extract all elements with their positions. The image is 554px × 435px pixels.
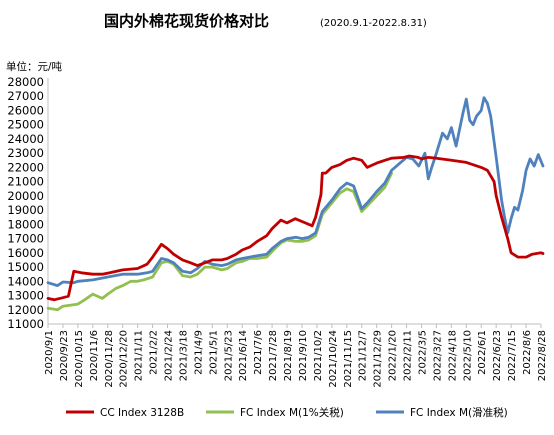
- x-tick-label: 2022/6/1: [477, 330, 488, 375]
- x-tick-label: 2022/1/20: [388, 330, 399, 381]
- series-layer: [46, 96, 545, 312]
- y-tick-label: 19000: [7, 203, 44, 217]
- x-tick-label: 2020/11/28: [104, 330, 115, 388]
- series-line-3: [46, 96, 545, 288]
- y-tick-label: 22000: [7, 160, 44, 174]
- x-tick-label: 2021/12/7: [358, 330, 369, 381]
- x-tick-label: 2020/12/20: [119, 330, 130, 388]
- y-tick-label: 14000: [7, 274, 44, 288]
- y-tick-label: 13000: [7, 289, 44, 303]
- x-tick-label: 2020/11/6: [89, 330, 100, 381]
- x-tick-label: 2022/2/11: [403, 330, 414, 381]
- y-axis: 1100012000130001400015000160001700018000…: [7, 75, 49, 331]
- y-tick-label: 26000: [7, 103, 44, 117]
- x-tick-label: 2022/4/18: [447, 330, 458, 381]
- x-tick-label: 2021/10/24: [328, 330, 339, 388]
- x-tick-label: 2022/3/5: [417, 330, 428, 375]
- y-tick-label: 20000: [7, 189, 44, 203]
- y-tick-label: 27000: [7, 89, 44, 103]
- x-tick-label: 2020/9/23: [59, 330, 70, 381]
- unit-label: 单位：元/吨: [6, 60, 63, 73]
- x-tick-label: 2021/7/28: [268, 330, 279, 381]
- chart-subtitle: (2020.9.1-2022.8.31): [320, 18, 427, 29]
- y-tick-label: 25000: [7, 118, 44, 132]
- x-tick-label: 2021/7/6: [253, 330, 264, 375]
- x-tick-label: 2021/10/2: [313, 330, 324, 381]
- y-tick-label: 15000: [7, 260, 44, 274]
- series-line-1: [46, 154, 545, 302]
- x-tick-label: 2021/5/1: [208, 330, 219, 375]
- x-tick-label: 2021/2/2: [149, 330, 160, 375]
- x-tick-label: 2021/1/11: [134, 330, 145, 381]
- x-tick-label: 2021/11/15: [343, 330, 354, 388]
- x-tick-label: 2021/6/14: [238, 330, 249, 381]
- legend-label: CC Index 3128B: [100, 407, 184, 419]
- y-tick-label: 21000: [7, 175, 44, 189]
- chart-title: 国内外棉花现货价格对比: [104, 12, 269, 30]
- series-line-2: [46, 171, 394, 312]
- x-tick-label: 2021/3/18: [178, 330, 189, 381]
- x-tick-label: 2022/8/28: [537, 330, 548, 381]
- legend-label: FC Index M(滑准税): [410, 406, 508, 419]
- y-tick-label: 16000: [7, 246, 44, 260]
- x-tick-label: 2021/4/9: [193, 330, 204, 375]
- x-tick-label: 2022/7/15: [507, 330, 518, 381]
- legend: CC Index 3128B FC Index M(1%关税) FC Index M…: [66, 406, 508, 419]
- x-tick-label: 2021/2/24: [164, 330, 175, 381]
- y-tick-label: 17000: [7, 232, 44, 246]
- y-tick-label: 23000: [7, 146, 44, 160]
- x-tick-label: 2022/5/10: [462, 330, 473, 381]
- legend-label: FC Index M(1%关税): [240, 406, 344, 419]
- y-tick-label: 12000: [7, 303, 44, 317]
- y-tick-label: 11000: [7, 317, 44, 331]
- y-tick-label: 24000: [7, 132, 44, 146]
- y-tick-label: 28000: [7, 75, 44, 89]
- x-tick-label: 2022/6/23: [492, 330, 503, 381]
- x-tick-label: 2022/3/27: [432, 330, 443, 381]
- x-axis: 2020/9/1 2020/9/23 2020/10/15 2020/11/6 2020…: [44, 323, 548, 388]
- x-tick-label: 2021/5/23: [223, 330, 234, 381]
- x-tick-label: 2021/9/10: [298, 330, 309, 381]
- x-tick-label: 2020/9/1: [44, 330, 55, 375]
- x-tick-label: 2022/8/6: [522, 330, 533, 375]
- x-tick-label: 2021/12/29: [373, 330, 384, 388]
- y-tick-label: 18000: [7, 217, 44, 231]
- x-tick-label: 2021/8/19: [283, 330, 294, 381]
- x-tick-label: 2020/10/15: [74, 330, 85, 388]
